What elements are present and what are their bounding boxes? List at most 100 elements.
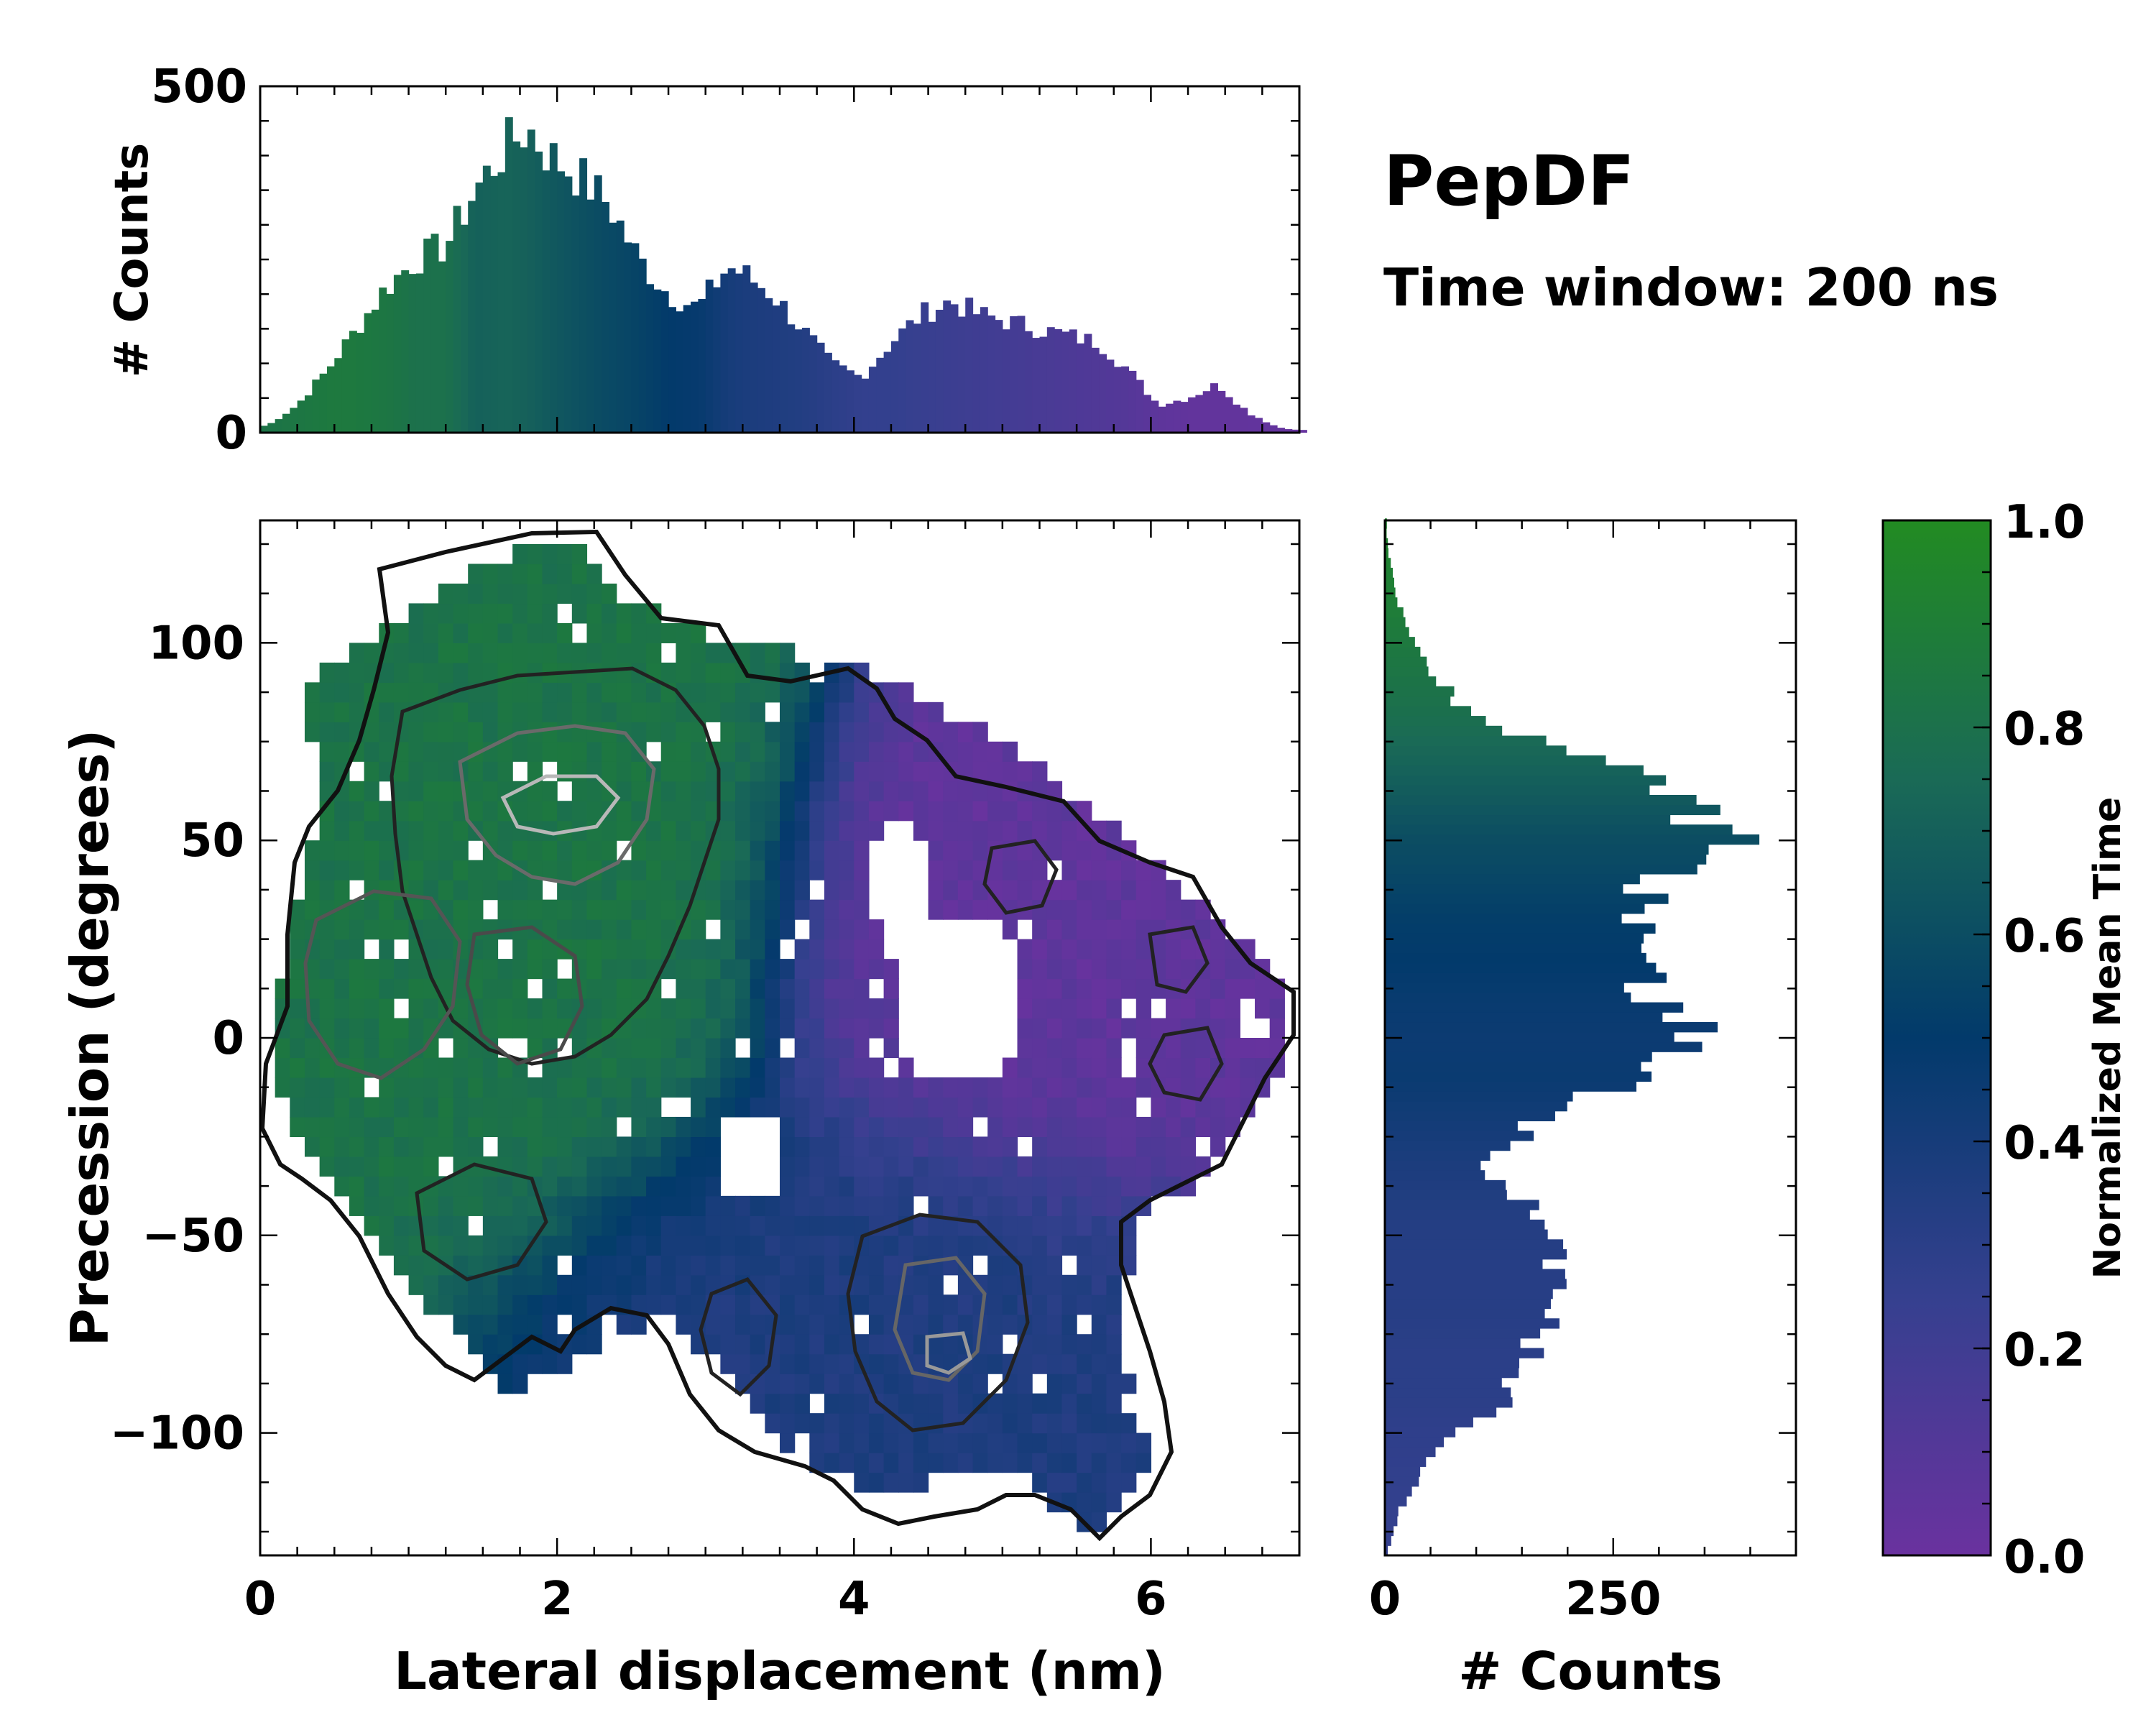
heatmap-cell — [497, 840, 513, 861]
right-histogram-bar — [1385, 1328, 1541, 1339]
top-histogram-bar — [326, 366, 335, 433]
heatmap-cell — [304, 959, 321, 980]
heatmap-cell — [438, 1136, 454, 1157]
heatmap-cell — [542, 722, 558, 742]
top-histogram-bar — [1135, 380, 1144, 433]
heatmap-cell — [631, 1255, 647, 1276]
heatmap-cell — [290, 1057, 305, 1078]
heatmap-cell — [720, 1294, 736, 1315]
heatmap-cell — [602, 682, 617, 703]
heatmap-cell — [497, 1274, 513, 1295]
heatmap-cell — [868, 741, 885, 762]
top-histogram-bar — [438, 261, 446, 433]
heatmap-cell — [794, 959, 810, 980]
heatmap-cell — [468, 1294, 484, 1315]
heatmap-cell — [1106, 1077, 1122, 1098]
top-histogram-bar — [1032, 338, 1041, 433]
heatmap-cell — [646, 1195, 662, 1216]
heatmap-cell — [691, 662, 706, 683]
heatmap-cell — [1077, 978, 1092, 999]
heatmap-cell — [468, 1176, 484, 1197]
heatmap-cell — [809, 1077, 825, 1098]
heatmap-cell — [794, 998, 810, 1019]
heatmap-cell — [497, 998, 513, 1019]
heatmap-cell — [438, 583, 454, 604]
heatmap-cell — [1106, 939, 1122, 960]
heatmap-cell — [1091, 1255, 1107, 1276]
heatmap-cell — [735, 1057, 751, 1078]
heatmap-cell — [839, 1215, 854, 1236]
heatmap-cell — [809, 741, 825, 762]
heatmap-cell — [423, 1116, 439, 1138]
heatmap-cell — [527, 1274, 543, 1295]
heatmap-cell — [423, 820, 439, 841]
heatmap-cell — [334, 1077, 350, 1098]
heatmap-cell — [1135, 919, 1152, 940]
heatmap-cell — [1046, 1136, 1063, 1157]
heatmap-cell — [379, 880, 395, 901]
heatmap-cell — [750, 702, 765, 722]
heatmap-cell — [676, 919, 691, 940]
heatmap-cell — [438, 1077, 454, 1098]
heatmap-cell — [1091, 1413, 1107, 1434]
heatmap-cell — [334, 978, 350, 999]
heatmap-cell — [750, 899, 765, 920]
heatmap-cell — [512, 1353, 528, 1374]
heatmap-cell — [482, 880, 499, 901]
heatmap-cell — [691, 1215, 706, 1236]
heatmap-cell — [691, 643, 706, 663]
heatmap-cell — [765, 1235, 780, 1256]
heatmap-cell — [334, 682, 350, 703]
heatmap-cell — [631, 761, 647, 782]
heatmap-cell — [987, 1176, 1003, 1197]
heatmap-cell — [854, 722, 870, 742]
heatmap-cell — [660, 761, 676, 782]
heatmap-cell — [1046, 1274, 1063, 1295]
heatmap-cell — [676, 722, 691, 742]
heatmap-cell — [602, 1215, 617, 1236]
heatmap-cell — [928, 1432, 944, 1453]
heatmap-cell — [868, 1314, 885, 1335]
heatmap-cell — [1017, 1038, 1033, 1059]
heatmap-cell — [319, 662, 335, 683]
heatmap-cell — [868, 781, 885, 801]
heatmap-cell — [602, 1195, 617, 1216]
right-histogram-bar — [1385, 775, 1667, 786]
heatmap-cell — [1106, 1038, 1122, 1059]
heatmap-cell — [1135, 959, 1152, 980]
heatmap-cell — [453, 1314, 469, 1335]
heatmap-cell — [750, 801, 765, 822]
colorbar-tick-label: 0.0 — [2004, 1531, 2085, 1584]
heatmap-cell — [334, 722, 350, 742]
heatmap-cell — [275, 1038, 290, 1059]
heatmap-cell — [468, 564, 484, 584]
heatmap-cell — [1077, 1176, 1092, 1197]
top-histogram-bar — [275, 419, 283, 433]
heatmap-cell — [393, 761, 410, 782]
heatmap-cell — [1077, 860, 1092, 880]
heatmap-cell — [379, 820, 395, 841]
heatmap-cell — [676, 1314, 691, 1335]
heatmap-cell — [943, 1077, 959, 1098]
heatmap-cell — [304, 1057, 321, 1078]
heatmap-cell — [854, 1393, 870, 1414]
heatmap-cell — [957, 1195, 974, 1216]
heatmap-cell — [809, 1018, 825, 1039]
heatmap-cell — [854, 1453, 870, 1473]
heatmap-cell — [616, 1235, 632, 1256]
heatmap-cell — [542, 1176, 558, 1197]
heatmap-cell — [631, 978, 647, 999]
heatmap-cell — [660, 1235, 676, 1256]
heatmap-cell — [1002, 1195, 1018, 1216]
top-histogram-bar — [1099, 354, 1107, 433]
heatmap-cell — [319, 1156, 335, 1177]
heatmap-cell — [765, 978, 780, 999]
heatmap-cell — [1032, 1215, 1048, 1236]
heatmap-cell — [660, 1038, 676, 1059]
heatmap-cell — [705, 939, 721, 960]
heatmap-cell — [1061, 1077, 1077, 1098]
heatmap-cell — [824, 1294, 840, 1315]
right-histogram-bars — [1385, 518, 1760, 1556]
heatmap-cell — [290, 939, 305, 960]
heatmap-cell — [497, 622, 513, 643]
